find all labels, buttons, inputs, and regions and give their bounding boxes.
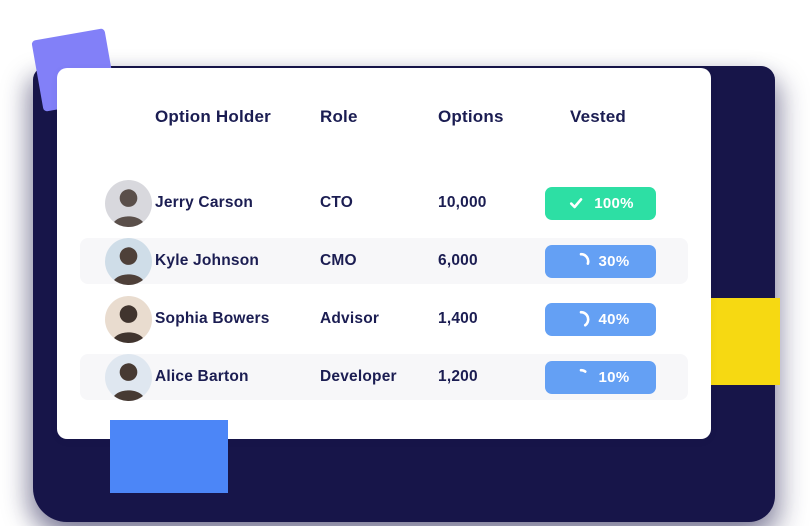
table-row[interactable]: Sophia Bowers Advisor 1,400 40% bbox=[80, 290, 688, 348]
vested-badge: 100% bbox=[545, 186, 656, 220]
vested-badge: 10% bbox=[545, 360, 656, 394]
vested-percent: 10% bbox=[598, 368, 630, 386]
vested-percent: 30% bbox=[598, 252, 630, 270]
holder-name: Kyle Johnson bbox=[155, 252, 260, 269]
holder-options: 1,200 bbox=[438, 368, 478, 385]
person-silhouette-icon bbox=[111, 188, 146, 227]
person-silhouette-icon bbox=[111, 362, 146, 401]
table-header-row: Option Holder Role Options Vested bbox=[80, 104, 688, 130]
table-body: Jerry Carson CTO 10,000 100% bbox=[80, 174, 688, 406]
table-row[interactable]: Alice Barton Developer 1,200 10% bbox=[80, 348, 688, 406]
holder-name: Sophia Bowers bbox=[155, 310, 270, 327]
yellow-rect-shape bbox=[711, 298, 780, 385]
avatar-cell bbox=[80, 237, 155, 285]
avatar bbox=[105, 353, 152, 401]
holder-name: Alice Barton bbox=[155, 368, 249, 385]
blue-rect-shape bbox=[110, 420, 228, 493]
arc-icon bbox=[572, 368, 590, 386]
avatar-cell bbox=[80, 353, 155, 401]
holder-role: Developer bbox=[320, 368, 397, 385]
vested-percent: 100% bbox=[594, 194, 634, 212]
person-silhouette-icon bbox=[111, 246, 146, 285]
vested-badge: 30% bbox=[545, 244, 656, 278]
column-header-option-holder: Option Holder bbox=[155, 107, 271, 126]
table-row[interactable]: Jerry Carson CTO 10,000 100% bbox=[80, 174, 688, 232]
table-row[interactable]: Kyle Johnson CMO 6,000 30% bbox=[80, 232, 688, 290]
vested-badge: 40% bbox=[545, 302, 656, 336]
holder-role: CTO bbox=[320, 194, 354, 211]
person-silhouette-icon bbox=[111, 304, 146, 343]
holder-options: 6,000 bbox=[438, 252, 478, 269]
holder-role: Advisor bbox=[320, 310, 380, 327]
holder-role: CMO bbox=[320, 252, 357, 269]
column-header-options: Options bbox=[438, 107, 504, 126]
avatar-cell bbox=[80, 295, 155, 343]
avatar-cell bbox=[80, 179, 155, 227]
avatar bbox=[105, 237, 152, 285]
column-header-vested: Vested bbox=[570, 107, 627, 126]
holder-name: Jerry Carson bbox=[155, 194, 254, 211]
avatar bbox=[105, 179, 152, 227]
holder-options: 1,400 bbox=[438, 310, 478, 327]
column-header-role: Role bbox=[320, 107, 358, 126]
holder-options: 10,000 bbox=[438, 194, 487, 211]
option-holders-card: Option Holder Role Options Vested Jerry … bbox=[57, 68, 711, 439]
vested-percent: 40% bbox=[598, 310, 630, 328]
avatar bbox=[105, 295, 152, 343]
arc-icon bbox=[572, 310, 590, 328]
check-icon bbox=[567, 194, 585, 212]
arc-icon bbox=[572, 252, 590, 270]
